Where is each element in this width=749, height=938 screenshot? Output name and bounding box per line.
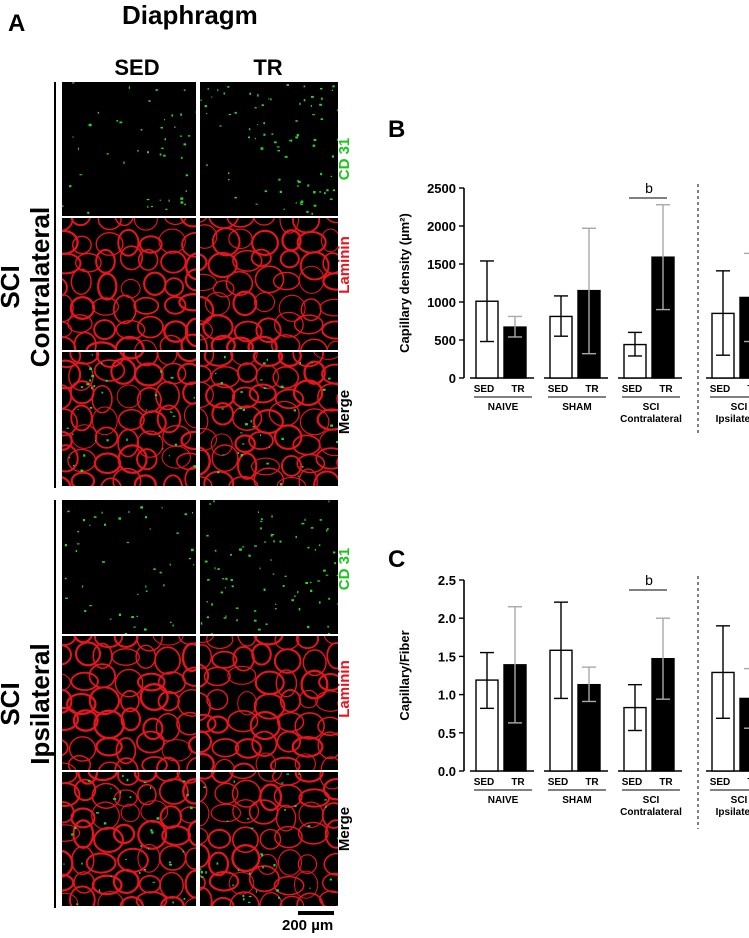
y-tick-label: 2000	[427, 219, 456, 234]
micrograph-cd31-tr-contralateral	[200, 82, 338, 216]
x-group-label: SHAM	[562, 795, 591, 806]
x-sublabel: TR	[659, 777, 673, 788]
y-tick-label: 1.0	[438, 688, 456, 703]
group-bracket-contralateral	[54, 82, 56, 488]
significance-label: b	[645, 180, 653, 196]
panel-c-letter: C	[388, 546, 406, 573]
chart-b-group: 0 500 1000 1500 2000 2500 Capillary density (µ…	[397, 180, 749, 436]
x-sublabel: TR	[659, 384, 673, 395]
y-tick-label: 2500	[427, 181, 456, 196]
micrograph-cd31-sed-ipsilateral	[62, 500, 196, 634]
micrograph-laminin-tr-contralateral	[200, 218, 338, 350]
x-sublabel: SED	[474, 777, 495, 788]
x-group-label: SCI	[731, 795, 748, 806]
x-group-label: Ipsilateral	[716, 414, 749, 425]
x-group-label: NAIVE	[488, 402, 519, 413]
micrograph-laminin-sed-contralateral	[62, 218, 196, 350]
y-tick-label: 1500	[427, 257, 456, 272]
bar-sci-ipsilateral-tr	[739, 697, 749, 772]
chart-c-group: 0.0 0.5 1.0 1.5 2.0 2.5 Capillary/Fiber SED TR NA…	[397, 572, 749, 829]
y-tick-label: 0	[449, 371, 456, 386]
x-sublabel: SED	[622, 777, 643, 788]
x-sublabel: TR	[747, 384, 749, 395]
x-sublabel: SED	[548, 777, 569, 788]
x-sublabel: SED	[474, 384, 495, 395]
micrograph-merge-sed-ipsilateral	[62, 772, 196, 906]
x-group-label: NAIVE	[488, 795, 519, 806]
column-header-tr: TR	[253, 55, 283, 80]
x-sublabel: SED	[622, 384, 643, 395]
column-header-sed: SED	[114, 55, 160, 80]
x-sublabel: SED	[710, 384, 731, 395]
x-group-label: SCI	[643, 402, 660, 413]
micrograph-merge-tr-ipsilateral	[200, 772, 338, 906]
y-tick-label: 2.0	[438, 611, 456, 626]
significance-label: b	[645, 572, 653, 588]
x-sublabel: TR	[511, 384, 525, 395]
panel-b-letter: B	[388, 116, 406, 143]
y-tick-label: 1.5	[438, 649, 456, 664]
x-group-label: Contralateral	[620, 414, 682, 425]
micrograph-cd31-tr-ipsilateral	[200, 500, 338, 634]
y-tick-label: 1000	[427, 295, 456, 310]
y-axis-label: Capillary/Fiber	[397, 630, 412, 720]
panel-a-letter: A	[8, 10, 26, 37]
x-sublabel: TR	[747, 777, 749, 788]
micrograph-cd31-sed-contralateral	[62, 82, 196, 216]
y-tick-label: 2.5	[438, 573, 456, 588]
x-sublabel: TR	[585, 777, 599, 788]
x-group-label: SCI	[731, 402, 748, 413]
y-tick-label: 500	[434, 333, 456, 348]
x-group-label: SCI	[643, 795, 660, 806]
x-group-label: Ipsilateral	[716, 807, 749, 818]
y-axis-label: Capillary density (µm²)	[397, 213, 412, 353]
x-sublabel: SED	[710, 777, 731, 788]
micrograph-merge-tr-contralateral	[200, 352, 338, 486]
x-sublabel: TR	[511, 777, 525, 788]
scale-bar	[298, 911, 334, 915]
y-tick-label: 0.5	[438, 726, 456, 741]
x-group-label: SHAM	[562, 402, 591, 413]
panel-a-title: Diaphragm	[122, 0, 258, 30]
x-sublabel: SED	[548, 384, 569, 395]
y-tick-label: 0.0	[438, 764, 456, 779]
micrograph-laminin-sed-ipsilateral	[62, 636, 196, 770]
scale-bar-label: 200 µm	[282, 917, 334, 934]
group-bracket-ipsilateral	[54, 500, 56, 908]
micrograph-merge-sed-contralateral	[62, 352, 196, 486]
x-group-label: Contralateral	[620, 807, 682, 818]
micrograph-laminin-tr-ipsilateral	[200, 636, 338, 770]
x-sublabel: TR	[585, 384, 599, 395]
bar-sci-ipsilateral-tr	[739, 296, 749, 379]
